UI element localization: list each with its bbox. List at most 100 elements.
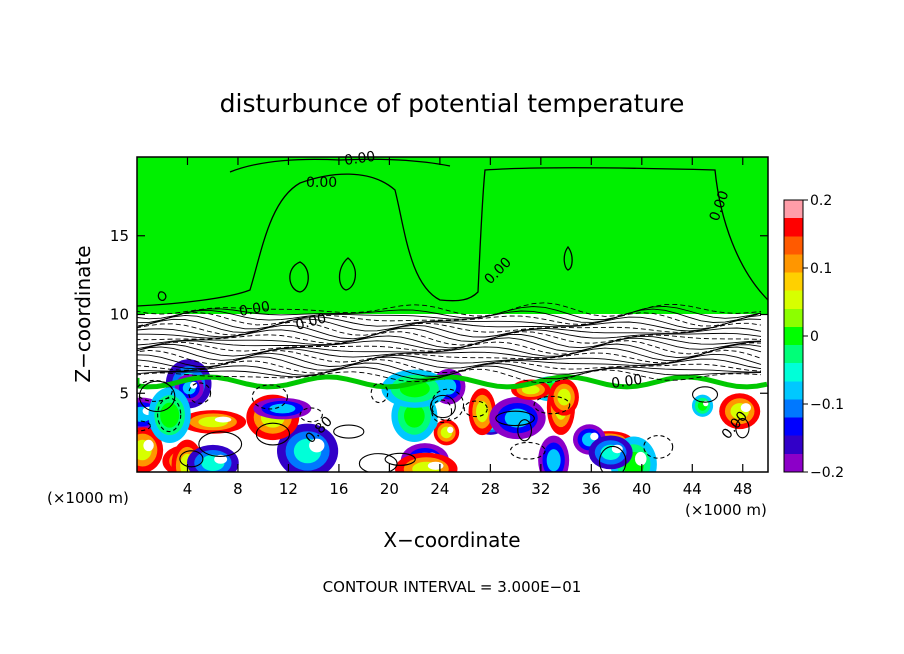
contour-line: [517, 419, 532, 442]
contour-line: [429, 394, 456, 419]
contour-line: [255, 422, 291, 446]
colorbar-ticks: 0.2 0.1 0 −0.1 −0.2: [803, 193, 844, 481]
colorbar-tick-label: 0: [810, 329, 819, 345]
contour-line: [358, 453, 398, 472]
field-patch: [160, 402, 180, 428]
contour-line: [735, 417, 750, 439]
field-patch: [504, 408, 531, 428]
contour-label: 0.00: [306, 175, 337, 191]
contour-line: [643, 435, 674, 459]
colorbar: [783, 199, 804, 473]
y-tick-label: 5: [119, 384, 129, 402]
turbulent-patches: [137, 359, 768, 472]
x-tick-label: 4: [183, 480, 193, 498]
x-tick-label: 20: [380, 480, 399, 498]
y-tick-label: 10: [110, 306, 129, 324]
contour-line: [137, 324, 762, 340]
x-tick-label: 40: [632, 480, 651, 498]
contour-line: [137, 340, 762, 355]
contour-line: [563, 245, 573, 271]
x-unit-right: (×1000 m): [685, 501, 767, 519]
contour-line: [137, 167, 768, 307]
contour-line: [198, 431, 243, 457]
contour-line: [137, 346, 762, 361]
contour-line: [495, 410, 535, 427]
contour-line: [179, 450, 204, 468]
contour-line: [533, 395, 571, 415]
y-axis-label: Z−coordinate: [71, 245, 95, 382]
contour-label: 0.00: [343, 149, 376, 169]
contour-line: [137, 305, 762, 321]
contour-line: [137, 337, 762, 352]
contour-line: [431, 399, 453, 424]
contour-line: [251, 384, 288, 410]
contour-interval-note: CONTOUR INTERVAL = 3.000E−01: [323, 578, 582, 596]
contour-line: [137, 343, 762, 359]
field-patch: [634, 451, 647, 466]
contour-line: [384, 452, 416, 466]
contour-line: [137, 365, 762, 381]
x-axis-label: X−coordinate: [383, 528, 520, 552]
contour-line: [137, 359, 762, 374]
upper-contours: [137, 158, 768, 307]
contour-line: [509, 441, 546, 460]
plot-area: [137, 157, 768, 472]
upper-layer-field: [137, 157, 768, 315]
contour-line: [299, 407, 323, 423]
contour-line: [370, 382, 389, 404]
field-patch: [269, 403, 296, 414]
y-axis: 5 10 15: [110, 227, 768, 402]
contour-line: [157, 397, 182, 433]
x-axis: 4 8 12 16 20 24 28 32 36 40 44 48: [183, 157, 752, 498]
field-patch: [214, 454, 228, 464]
contour-line: [137, 379, 173, 402]
contour-line: [338, 257, 356, 291]
field-patch: [404, 404, 425, 428]
contour-line: [137, 334, 762, 349]
x-tick-label: 48: [733, 480, 752, 498]
field-patch: [740, 403, 752, 413]
contour-line: [333, 424, 365, 439]
contour-line: [229, 158, 451, 173]
y-tick-label: 15: [110, 227, 129, 245]
field-patch: [521, 385, 540, 395]
contour-line: [157, 291, 167, 302]
x-tick-label: 12: [279, 480, 298, 498]
x-unit-left: (×1000 m): [47, 489, 129, 507]
contour-line: [137, 321, 762, 336]
contour-line: [289, 261, 309, 293]
field-patch: [309, 438, 325, 453]
contour-line: [137, 356, 762, 371]
contour-line: [692, 386, 719, 403]
x-tick-label: 24: [430, 480, 449, 498]
contour-line: [188, 382, 212, 404]
contour-line: [137, 308, 762, 324]
contour-line: [598, 445, 627, 472]
contour-line: [137, 349, 762, 365]
contour-label: 0.00: [294, 310, 328, 334]
colorbar-tick-label: 0.2: [810, 193, 832, 209]
x-tick-label: 44: [683, 480, 702, 498]
x-tick-label: 36: [582, 480, 601, 498]
contour-line: [463, 400, 488, 418]
contour-line: [137, 302, 762, 317]
field-patch: [447, 426, 454, 434]
field-patch: [546, 449, 561, 472]
colorbar-tick-label: 0.1: [810, 261, 832, 277]
field-band: [137, 374, 768, 390]
contour-label: 0.00: [238, 299, 271, 320]
contour-line: [137, 362, 762, 377]
colorbar-tick-label: −0.1: [810, 397, 844, 413]
colorbar-tick-label: −0.2: [810, 465, 844, 481]
contour-label: 0.00: [610, 372, 643, 392]
contour-line: [137, 318, 762, 333]
field-patch: [590, 432, 599, 441]
x-tick-label: 16: [329, 480, 348, 498]
contour-line: [137, 314, 762, 330]
stable-band-contours: [137, 302, 762, 384]
field-patch: [427, 461, 444, 470]
field-patch: [214, 416, 232, 423]
contour-line: [137, 311, 762, 327]
x-tick-label: 32: [531, 480, 550, 498]
